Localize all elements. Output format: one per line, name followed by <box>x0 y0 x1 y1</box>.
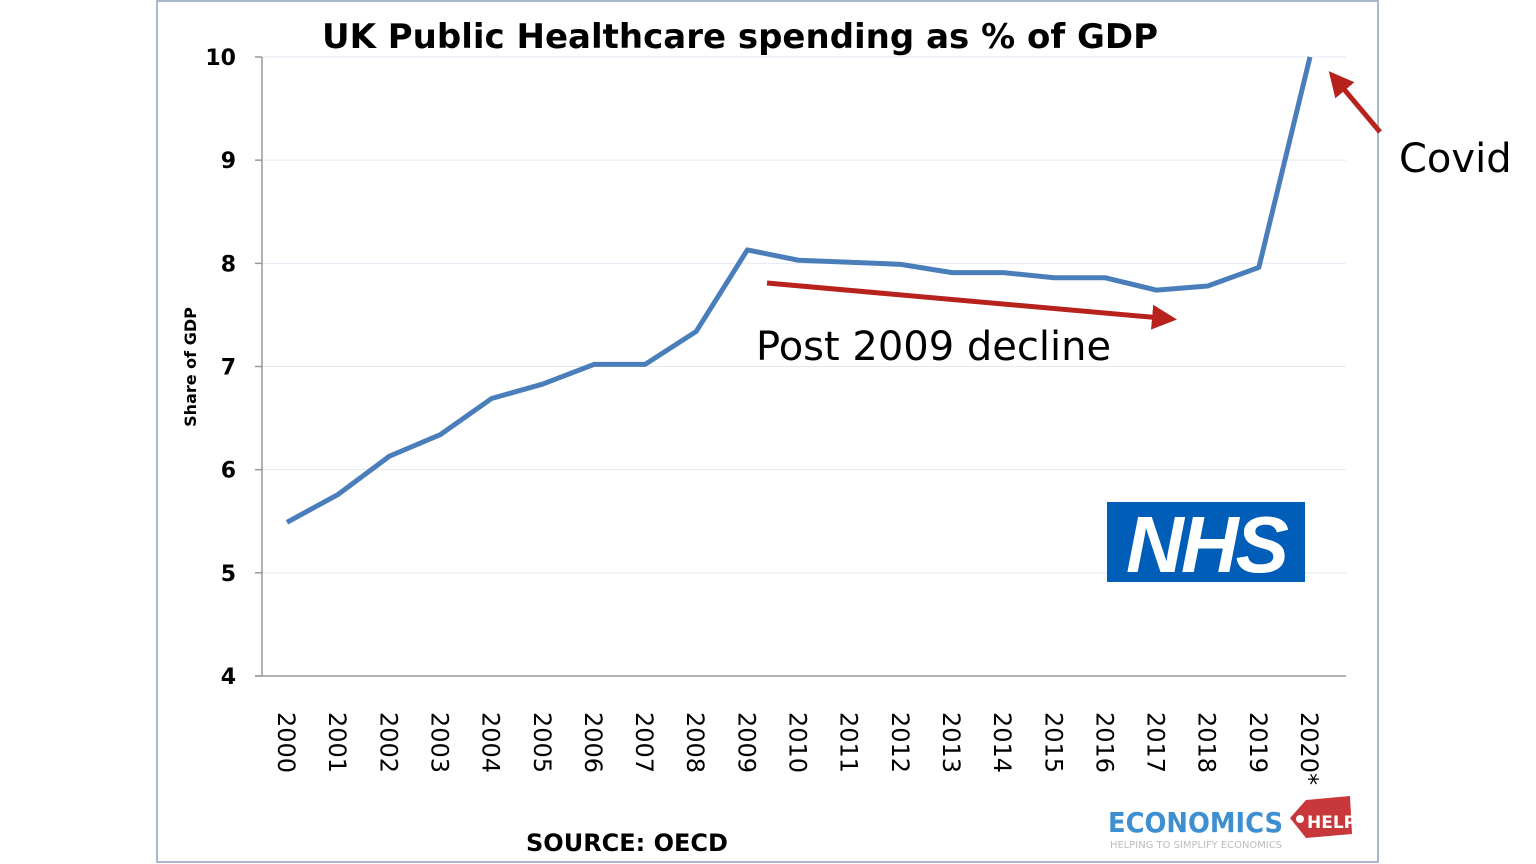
x-tick-label: 2010 <box>784 712 812 773</box>
source-note: SOURCE: OECD <box>526 829 728 857</box>
y-tick-labels: 4 5 6 7 8 9 10 <box>205 46 236 690</box>
x-tick-label: 2005 <box>528 712 556 773</box>
x-tick-label: 2008 <box>681 712 709 773</box>
x-tick-label: 2004 <box>477 712 505 773</box>
svg-text:HELPING TO SIMPLIFY ECONOMICS: HELPING TO SIMPLIFY ECONOMICS <box>1110 840 1282 851</box>
decline-arrow <box>766 280 1177 330</box>
axes <box>255 56 1346 677</box>
x-tick-label: 2014 <box>988 712 1016 773</box>
data-points <box>286 56 1311 523</box>
y-tick-label: 10 <box>205 46 236 71</box>
y-tick-label: 6 <box>221 459 236 484</box>
chart-frame <box>156 0 1379 863</box>
x-tick-label: 2006 <box>579 712 607 773</box>
x-tick-label: 2020* <box>1295 712 1323 785</box>
series-line <box>285 56 1313 525</box>
x-tick-label: 2019 <box>1244 712 1272 773</box>
chart-title: UK Public Healthcare spending as % of GD… <box>322 17 1158 57</box>
y-axis-label: Share of GDP <box>181 307 200 427</box>
x-tick-label: 2011 <box>835 712 863 773</box>
svg-text:ECONOMICS: ECONOMICS <box>1108 806 1283 839</box>
x-tick-label: 2001 <box>323 712 351 773</box>
covid-annotation: Covid <box>1399 136 1512 182</box>
y-tick-label: 9 <box>221 149 236 174</box>
x-tick-labels: 2000 2001 2002 2003 2004 2005 2006 2007 2008 2009… <box>272 712 1323 785</box>
x-tick-label: 2013 <box>937 712 965 773</box>
x-tick-label: 2007 <box>630 712 658 773</box>
x-tick-label: 2003 <box>425 712 453 773</box>
svg-text:HELP: HELP <box>1307 813 1356 833</box>
x-tick-label: 2012 <box>886 712 914 773</box>
x-tick-label: 2016 <box>1090 712 1118 773</box>
y-tick-label: 8 <box>221 252 236 277</box>
x-tick-label: 2000 <box>272 712 300 773</box>
x-tick-label: 2018 <box>1193 712 1221 773</box>
gridlines <box>262 56 1346 574</box>
nhs-logo: NHS <box>1107 500 1305 589</box>
x-tick-label: 2017 <box>1142 712 1170 773</box>
x-tick-label: 2015 <box>1039 712 1067 773</box>
x-tick-label: 2002 <box>374 712 402 773</box>
x-tick-label: 2009 <box>732 712 760 773</box>
y-tick-label: 4 <box>221 665 236 690</box>
y-tick-label: 7 <box>221 356 236 381</box>
decline-annotation: Post 2009 decline <box>756 324 1111 370</box>
y-tick-label: 5 <box>221 562 236 587</box>
covid-arrow <box>1328 71 1382 134</box>
svg-text:NHS: NHS <box>1126 500 1289 589</box>
economics-help-logo: ECONOMICS HELP HELPING TO SIMPLIFY ECONO… <box>1108 796 1356 851</box>
